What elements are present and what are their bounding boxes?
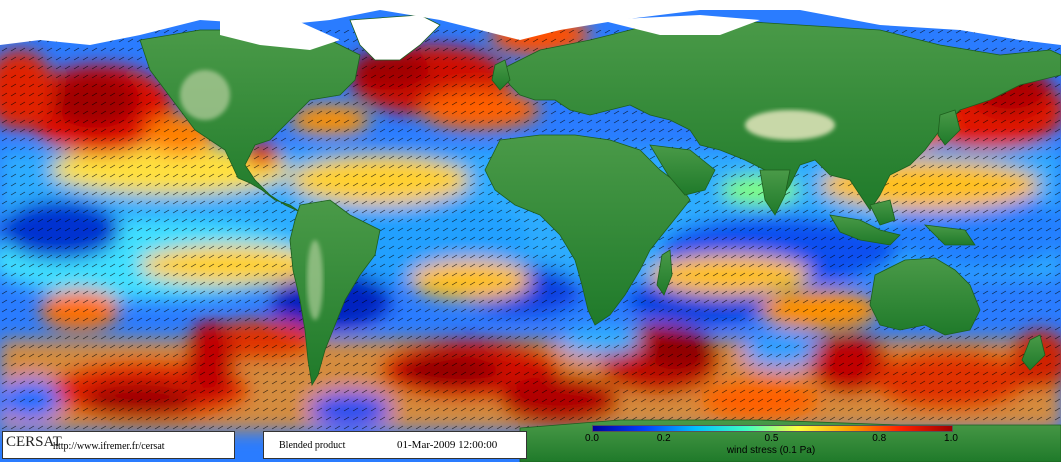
rockies-highlands xyxy=(180,70,230,120)
colorbar-gradient xyxy=(592,425,953,432)
borneo-island xyxy=(869,199,896,226)
andes-highlands xyxy=(307,240,323,320)
africa-landmass xyxy=(484,134,691,326)
indonesia-islands xyxy=(829,214,901,246)
colorbar-legend: 0.0 0.2 0.5 0.8 1.0 wind stress (0.1 Pa) xyxy=(530,425,1061,462)
japan-islands xyxy=(937,109,961,146)
colorbar-tick-label: 0.2 xyxy=(656,433,671,444)
british-isles xyxy=(491,59,511,91)
product-date: 01-Mar-2009 12:00:00 xyxy=(397,439,498,451)
colorbar-tick-label: 0.5 xyxy=(764,433,779,444)
cersat-logo: CERSAT xyxy=(6,434,62,450)
madagascar-landmass xyxy=(656,249,673,296)
siberia-snow xyxy=(600,15,760,35)
cersat-logo-box: CERSAT http://www.ifremer.fr/cersat xyxy=(2,431,235,459)
new-zealand-islands xyxy=(1021,334,1046,371)
cersat-url-link[interactable]: http://www.ifremer.fr/cersat xyxy=(53,441,165,452)
product-label: Blended product xyxy=(279,440,346,451)
colorbar-tick-label: 0.8 xyxy=(872,433,887,444)
india-landmass xyxy=(759,169,791,216)
new-guinea-island xyxy=(923,224,976,246)
product-info-box: Blended product 01-Mar-2009 12:00:00 xyxy=(263,431,527,459)
canadian-archipelago-ice xyxy=(220,20,340,50)
tibet-plateau xyxy=(745,110,835,140)
colorbar-tick-label: 0.0 xyxy=(585,433,599,444)
australia-landmass xyxy=(869,257,981,336)
arctic-ice xyxy=(0,0,1061,45)
arabia-landmass xyxy=(649,144,716,196)
colorbar-label: wind stress (0.1 Pa) xyxy=(726,445,816,456)
colorbar-tick-label: 1.0 xyxy=(944,433,958,444)
